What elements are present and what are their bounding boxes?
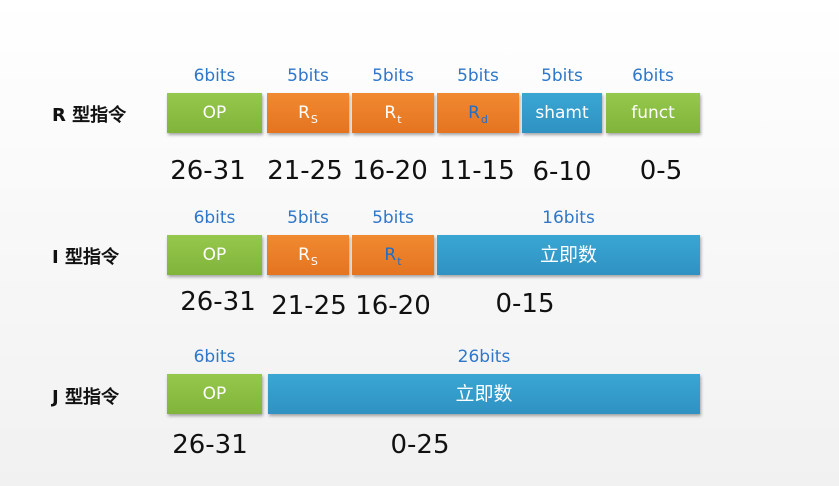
j-imm-field: 立即数 xyxy=(268,374,700,414)
i-op-range: 26-31 xyxy=(180,287,256,317)
r-rs-bits: 5bits xyxy=(287,66,329,86)
i-rs-field: RS xyxy=(267,235,349,275)
i-imm-bits: 16bits xyxy=(542,208,595,228)
r-funct-range: 0-5 xyxy=(639,156,683,186)
j-op-bits: 6bits xyxy=(193,347,236,367)
r-rd-field: Rd xyxy=(437,93,519,133)
j-imm-bits: 26bits xyxy=(457,347,511,367)
i-rt-range: 16-20 xyxy=(355,291,431,321)
r-rt-range: 16-20 xyxy=(352,156,428,186)
r-rs-subscript: S xyxy=(310,113,318,126)
r-funct-bits: 6bits xyxy=(632,66,674,86)
r-type-label: R 型指令 xyxy=(52,105,127,126)
r-op-range: 26-31 xyxy=(170,156,246,186)
r-shamt-range: 6-10 xyxy=(532,157,592,187)
r-rt-subscript: t xyxy=(397,113,402,126)
r-rd-range: 11-15 xyxy=(439,156,515,186)
r-shamt-bits: 5bits xyxy=(541,66,583,86)
i-imm-range: 0-15 xyxy=(495,289,555,319)
r-shamt-field: shamt xyxy=(522,93,602,133)
j-imm-range: 0-25 xyxy=(390,430,450,460)
r-rt-field: Rt xyxy=(352,93,434,133)
r-rd-subscript: d xyxy=(480,113,488,126)
i-rs-bits: 5bits xyxy=(287,208,329,228)
r-funct-field: funct xyxy=(606,93,700,133)
r-op-field: OP xyxy=(167,93,262,133)
i-rs-range: 21-25 xyxy=(271,291,347,321)
i-type-label: I 型指令 xyxy=(52,247,119,268)
r-rs-field: RS xyxy=(267,93,349,133)
j-op-range: 26-31 xyxy=(172,430,248,460)
i-imm-field: 立即数 xyxy=(437,235,700,275)
i-rt-subscript: t xyxy=(397,255,402,268)
i-op-bits: 6bits xyxy=(193,208,236,228)
j-op-field: OP xyxy=(167,374,262,414)
i-rt-bits: 5bits xyxy=(372,208,414,228)
r-rt-bits: 5bits xyxy=(372,66,414,86)
r-rd-bits: 5bits xyxy=(457,66,499,86)
i-op-field: OP xyxy=(167,235,262,275)
i-rt-field: Rt xyxy=(352,235,434,275)
j-type-label: J 型指令 xyxy=(52,387,119,408)
r-rs-range: 21-25 xyxy=(267,156,343,186)
i-rs-subscript: S xyxy=(310,255,318,268)
r-op-bits: 6bits xyxy=(193,66,236,86)
